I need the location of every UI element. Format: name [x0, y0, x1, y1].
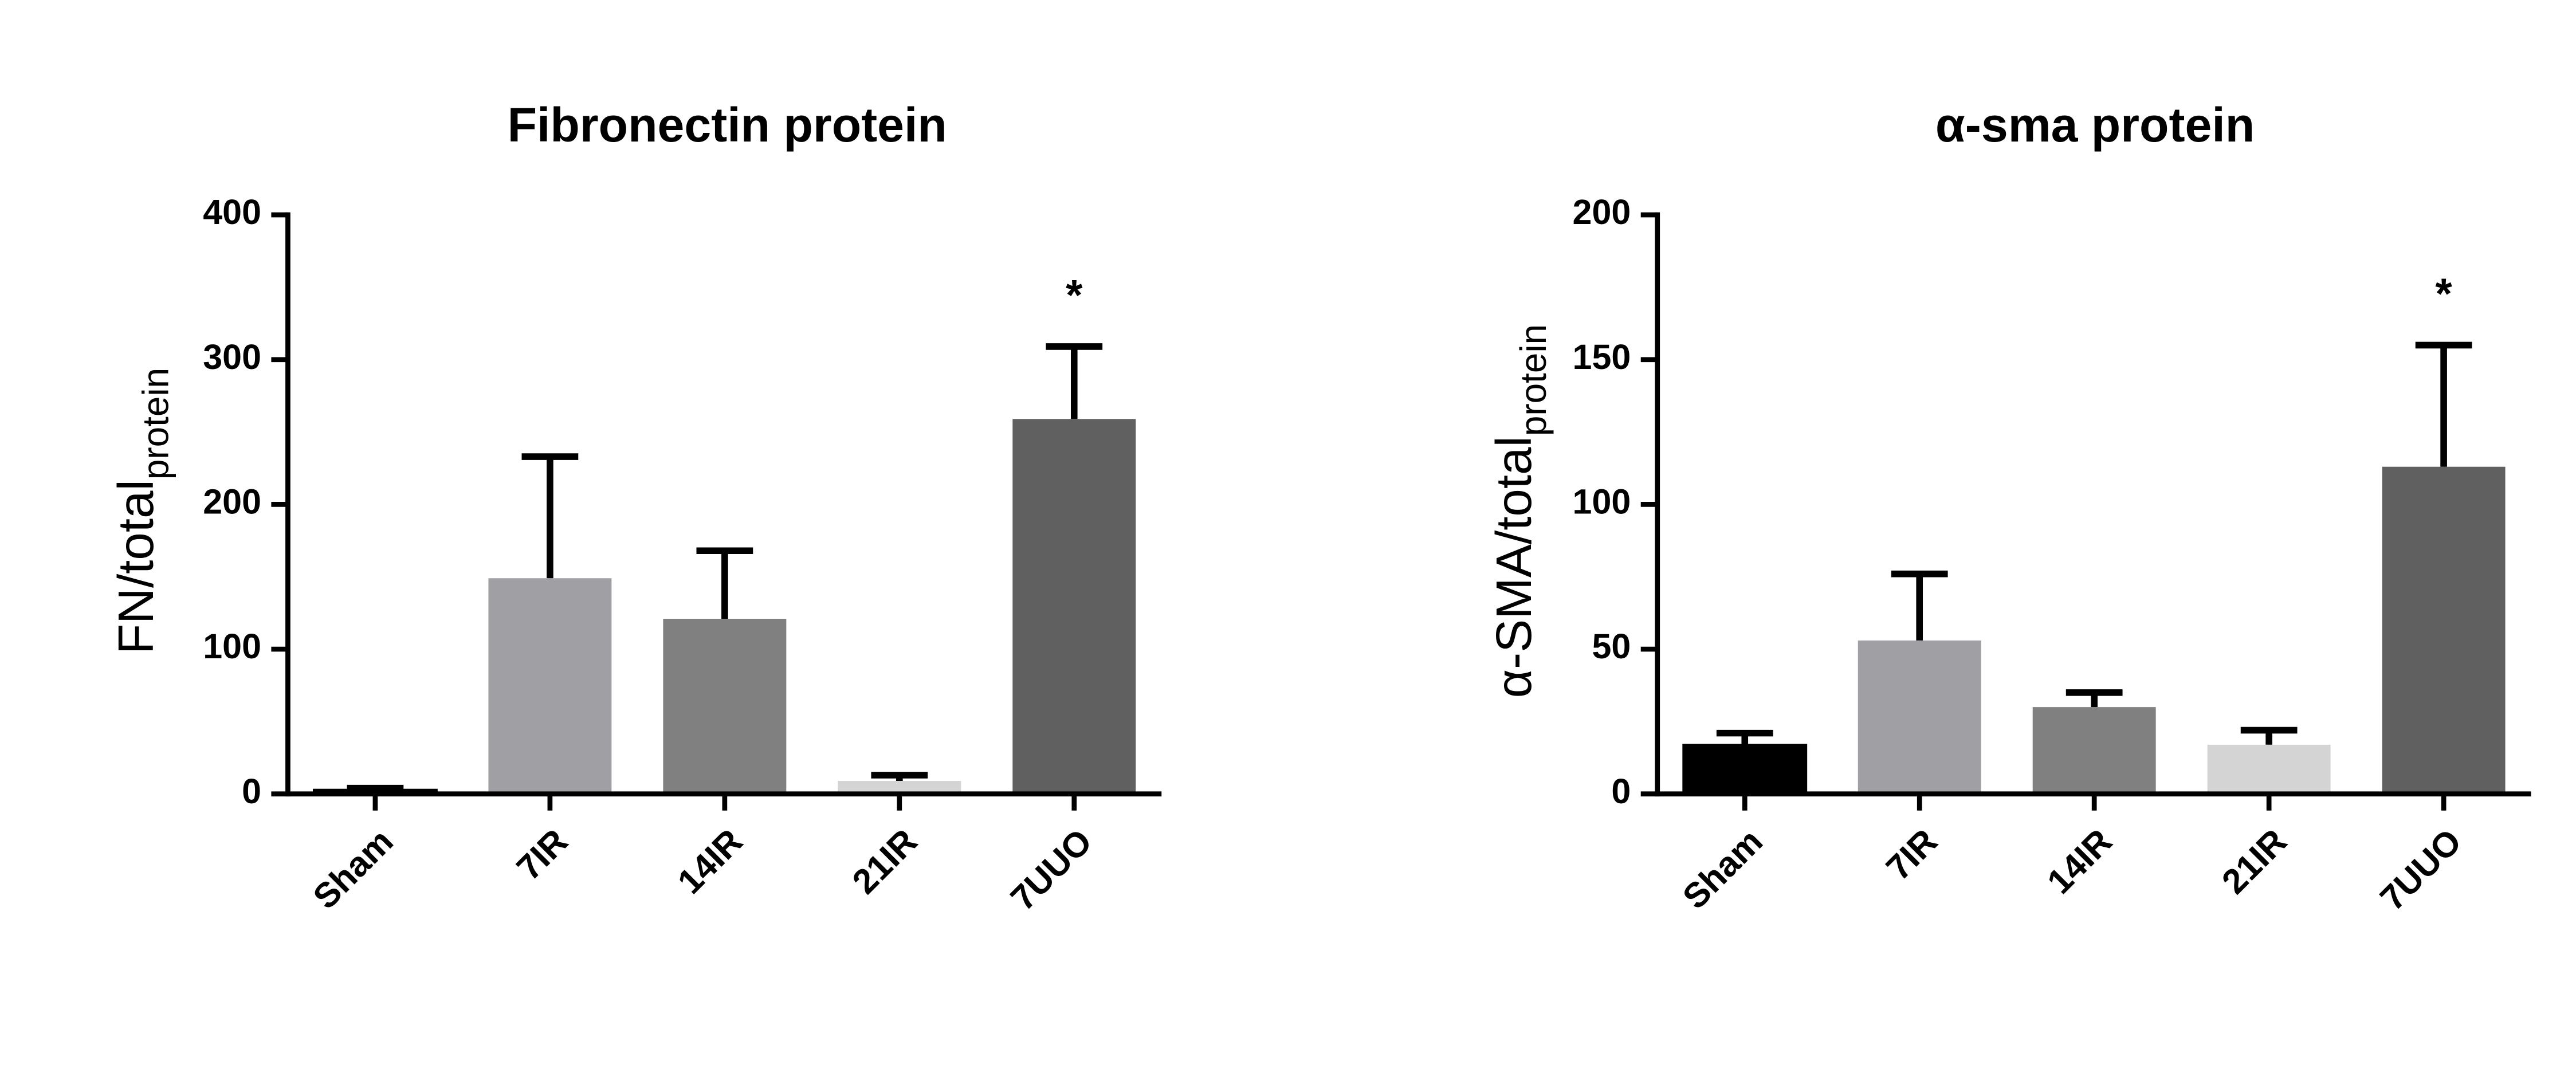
- x-tick-label: 14IR: [670, 822, 750, 901]
- y-axis-label-sub: protein: [1513, 324, 1554, 436]
- bar: [1682, 744, 1808, 795]
- x-tick-label: 21IR: [2214, 822, 2294, 901]
- y-tick-label: 200: [203, 482, 261, 521]
- bar: [2382, 466, 2506, 794]
- x-tick-label: Sham: [305, 822, 400, 917]
- y-tick-label: 100: [1573, 482, 1631, 521]
- chart-title: Fibronectin protein: [508, 98, 947, 152]
- bar: [1012, 419, 1136, 794]
- bar: [1858, 640, 1981, 794]
- annotation: *: [1066, 272, 1083, 320]
- y-tick-label: 0: [242, 772, 261, 811]
- annotation: *: [2435, 270, 2452, 319]
- y-tick-label: 100: [203, 627, 261, 666]
- x-tick-label: 7UUO: [2373, 822, 2469, 918]
- y-tick-label: 150: [1573, 337, 1631, 376]
- x-tick-label: 21IR: [845, 822, 924, 901]
- x-tick-label: 7IR: [509, 822, 575, 887]
- bar: [488, 578, 612, 794]
- y-axis-label-sub: protein: [135, 368, 176, 480]
- chart-title: α-sma protein: [1935, 98, 2255, 152]
- panel: Fibronectin protein FN/totalprotein 0 100 20…: [108, 98, 1162, 918]
- y-tick-label: 300: [203, 337, 261, 376]
- y-axis-label-main: α-SMA/total: [1486, 436, 1542, 698]
- y-tick-label: 50: [1592, 627, 1631, 666]
- bar: [838, 781, 961, 794]
- y-axis-label: FN/totalprotein: [108, 368, 176, 654]
- y-tick-label: 200: [1573, 193, 1631, 231]
- y-axis-label: α-SMA/totalprotein: [1486, 324, 1554, 698]
- panel: α-sma protein α-SMA/totalprotein 0 50 100 150…: [1486, 98, 2531, 918]
- y-tick-label: 0: [1611, 772, 1631, 811]
- x-tick-label: 7UUO: [1003, 822, 1099, 918]
- bar: [2032, 707, 2156, 794]
- x-tick-label: 7IR: [1879, 822, 1945, 887]
- x-tick-label: 14IR: [2040, 822, 2119, 901]
- y-tick-label: 400: [203, 193, 261, 231]
- bar: [663, 619, 787, 794]
- x-tick-label: Sham: [1675, 822, 1770, 917]
- bar: [2207, 744, 2331, 794]
- y-axis-label-main: FN/total: [108, 480, 164, 654]
